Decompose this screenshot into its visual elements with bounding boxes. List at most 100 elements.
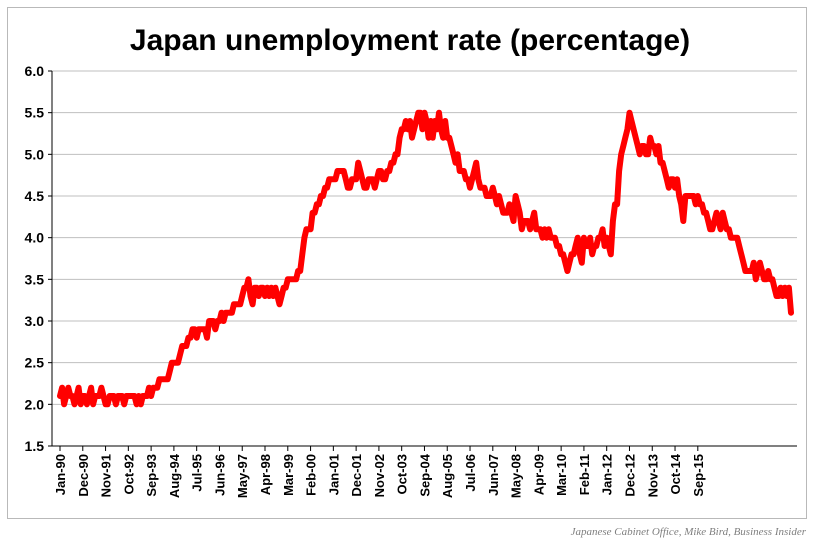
data-point [320,195,322,197]
data-point [77,386,80,389]
data-point [715,211,718,214]
data-point [363,186,366,189]
x-tick-label: Sep-93 [144,454,159,497]
data-point [96,395,99,397]
data-point [133,395,136,397]
data-point [717,220,720,222]
data-point [434,120,436,122]
data-point [409,120,411,122]
data-point [295,278,297,281]
data-point [71,395,74,397]
data-point [123,403,125,406]
y-tick-label: 2.0 [25,396,45,412]
data-point [177,361,179,364]
data-point [73,403,76,406]
data-point [229,311,231,314]
data-point [121,395,123,397]
data-point [137,395,140,397]
data-point [500,203,502,206]
data-point [386,170,388,172]
data-point [193,328,196,331]
data-point [231,311,233,314]
data-point [276,295,279,297]
data-point [757,270,759,272]
x-tick-label: Aug-05 [440,454,455,498]
data-point [398,136,401,139]
data-point [790,311,792,314]
data-point [690,195,693,197]
x-tick-label: Nov-13 [645,454,660,497]
data-point [475,161,478,164]
data-point [520,228,523,231]
data-point [274,286,277,289]
data-point [394,153,397,156]
data-point [769,278,772,281]
data-point [469,186,471,189]
data-point [264,295,266,297]
data-point [649,136,651,139]
data-point [777,295,780,297]
data-point [587,245,589,247]
data-point [605,236,608,239]
data-point [558,245,560,247]
data-point [210,320,212,322]
data-point [200,328,202,331]
data-point [448,136,451,139]
data-point [570,253,573,256]
data-point [278,303,281,306]
data-point [392,161,395,164]
data-point [247,278,250,281]
data-point [289,278,291,281]
data-point [788,286,790,289]
data-point [436,128,438,131]
x-tick-label: Jan-01 [326,454,341,495]
data-point [125,395,128,397]
y-tick-label: 5.5 [25,105,45,121]
data-point [216,320,219,322]
data-point [110,395,113,397]
data-point [678,195,680,197]
data-point [554,236,556,239]
data-point [485,195,488,197]
data-point [543,228,546,231]
data-point [674,186,676,189]
data-point [284,286,287,289]
data-point [195,336,198,339]
data-point [255,286,258,289]
data-point [572,253,575,256]
data-point [614,203,616,206]
data-point [166,378,169,381]
data-point [429,120,432,122]
data-point [171,361,173,364]
data-point [293,278,295,281]
data-point [197,328,200,331]
data-point [139,403,142,406]
data-point [581,261,583,264]
data-point [330,178,333,181]
x-tick-label: Jul-95 [190,454,205,492]
data-point [235,303,237,306]
data-point [413,128,415,131]
data-point [659,161,662,164]
x-tick-label: Dec-01 [349,454,364,497]
data-point [655,153,658,156]
data-point [736,236,738,239]
data-point [597,236,600,239]
data-point [63,403,65,406]
data-point [694,203,697,206]
data-point [726,228,728,231]
data-point [154,386,157,389]
data-point [454,161,457,164]
data-point [498,195,500,197]
data-point [506,211,509,214]
data-point [761,270,763,272]
data-point [728,228,730,231]
data-point [407,128,409,131]
data-point [771,278,774,281]
data-point [589,236,591,239]
data-point [759,261,761,264]
data-point [257,295,260,297]
x-tick-label: Aug-94 [167,453,182,498]
data-point [427,136,430,139]
data-point [183,345,186,347]
